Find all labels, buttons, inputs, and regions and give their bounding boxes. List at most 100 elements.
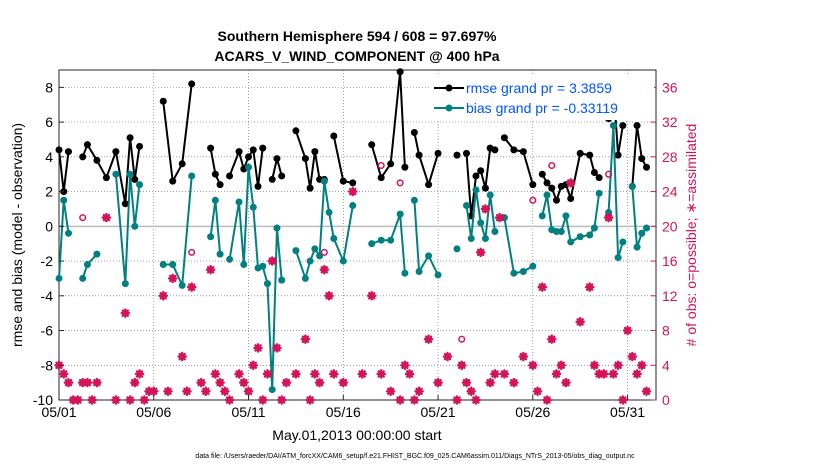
rmse-point bbox=[529, 181, 537, 189]
obs-asterisk-stroke bbox=[88, 396, 96, 404]
bias-point bbox=[169, 261, 177, 269]
obs-asterisk-stroke bbox=[112, 396, 120, 404]
x-tick-label: 05/01 bbox=[41, 404, 76, 420]
obs-assimilated-point bbox=[509, 377, 519, 388]
obs-assimilated-point bbox=[627, 351, 638, 362]
y2-axis-label: # of obs: o=possible; ∗=assimilated bbox=[683, 124, 699, 347]
obs-asterisk-stroke bbox=[562, 378, 570, 387]
rmse-point bbox=[301, 155, 309, 163]
bias-point bbox=[415, 267, 423, 275]
bias-point bbox=[216, 250, 224, 258]
obs-assimilated-point bbox=[400, 360, 410, 371]
obs-possible-point bbox=[396, 179, 404, 187]
y-tick-label: 8 bbox=[45, 79, 53, 95]
obs-assimilated-point bbox=[224, 395, 235, 405]
obs-asterisk-stroke bbox=[225, 396, 234, 404]
bias-point bbox=[211, 196, 219, 204]
y2-tick-label: 28 bbox=[662, 149, 678, 165]
obs-asterisk-stroke bbox=[249, 361, 257, 369]
rmse-point bbox=[112, 148, 120, 156]
bias-point bbox=[349, 201, 357, 209]
obs-asterisk-stroke bbox=[533, 387, 542, 396]
obs-asterisk-stroke bbox=[339, 378, 348, 387]
obs-assimilated-point bbox=[87, 395, 97, 405]
rmse-point bbox=[79, 153, 87, 161]
obs-asterisk-stroke bbox=[619, 396, 627, 404]
obs-assimilated-point bbox=[452, 395, 462, 405]
rmse-point bbox=[207, 144, 215, 152]
rmse-point bbox=[64, 148, 72, 156]
bias-point bbox=[240, 261, 248, 269]
bias-point bbox=[401, 269, 409, 277]
bias-point bbox=[207, 233, 215, 241]
obs-asterisk-stroke bbox=[64, 378, 73, 387]
obs-assimilated-point bbox=[63, 377, 74, 388]
obs-asterisk-stroke bbox=[187, 283, 196, 291]
obs-assimilated-point bbox=[366, 290, 377, 301]
obs-asterisk-stroke bbox=[325, 292, 333, 300]
obs-assimilated-point bbox=[613, 360, 623, 371]
obs-assimilated-point bbox=[622, 325, 633, 336]
obs-asterisk-stroke bbox=[315, 378, 324, 387]
obs-assimilated-point bbox=[248, 360, 259, 371]
obs-asterisk-stroke bbox=[240, 378, 248, 387]
obs-assimilated-point bbox=[220, 386, 230, 397]
bias-point bbox=[562, 212, 570, 220]
obs-asterisk-stroke bbox=[566, 179, 575, 187]
obs-asterisk-stroke bbox=[121, 309, 130, 317]
bias-point bbox=[112, 170, 120, 178]
obs-assimilated-point bbox=[528, 360, 538, 371]
legend-rmse-label: rmse grand pr = 3.3859 bbox=[466, 80, 612, 96]
rmse-point bbox=[268, 175, 276, 183]
obs-assimilated-point bbox=[177, 351, 187, 362]
rmse-point bbox=[349, 179, 357, 187]
obs-assimilated-point bbox=[291, 369, 301, 379]
obs-asterisk-stroke bbox=[358, 370, 366, 378]
obs-asterisk-stroke bbox=[320, 266, 329, 274]
rmse-point bbox=[292, 127, 300, 135]
rmse-point bbox=[638, 155, 646, 163]
bias-point bbox=[259, 262, 267, 270]
bias-point bbox=[538, 212, 546, 220]
y-tick-label: -10 bbox=[33, 392, 53, 408]
obs-assimilated-point bbox=[158, 290, 169, 301]
obs-asterisk-stroke bbox=[93, 378, 101, 387]
obs-asterisk-stroke bbox=[254, 344, 262, 352]
rmse-point bbox=[188, 80, 196, 88]
obs-assimilated-point bbox=[589, 360, 600, 371]
obs-assimilated-point bbox=[111, 395, 121, 405]
bias-point bbox=[491, 228, 499, 236]
rmse-point bbox=[415, 151, 423, 159]
rmse-point bbox=[55, 146, 63, 154]
obs-asterisk-stroke bbox=[476, 248, 485, 257]
obs-assimilated-point bbox=[310, 369, 320, 379]
bias-point bbox=[377, 236, 385, 244]
bias-point bbox=[586, 231, 594, 239]
obs-assimilated-point bbox=[262, 369, 273, 379]
obs-possible-point bbox=[458, 335, 466, 343]
bias-point bbox=[590, 224, 598, 232]
rmse-point bbox=[131, 175, 139, 183]
bias-point bbox=[121, 280, 129, 288]
obs-assimilated-point bbox=[267, 256, 278, 266]
y-axis-ticks: -10 -8 -6 -4 -2 0 2 4 6 8 bbox=[33, 79, 64, 408]
series-layer bbox=[55, 68, 651, 394]
bias-point bbox=[278, 276, 286, 284]
rmse-point bbox=[576, 149, 584, 157]
obs-assimilated-point bbox=[632, 369, 642, 379]
obs-asterisk-stroke bbox=[434, 378, 442, 387]
obs-asterisk-stroke bbox=[221, 387, 229, 396]
obs-asterisk-stroke bbox=[538, 283, 547, 291]
y2-tick-label: 36 bbox=[662, 79, 678, 95]
rmse-point bbox=[368, 141, 376, 149]
bias-point bbox=[453, 245, 461, 253]
obs-asterisk-stroke bbox=[557, 361, 565, 369]
rmse-point bbox=[619, 122, 627, 130]
obs-asterisk-stroke bbox=[164, 387, 172, 396]
x-tick-label: 05/11 bbox=[232, 404, 266, 420]
bias-point bbox=[557, 228, 565, 236]
obs-possible-point bbox=[605, 170, 613, 178]
obs-asterisk-stroke bbox=[405, 370, 414, 378]
obs-assimilated-point bbox=[314, 377, 325, 388]
obs-asterisk-stroke bbox=[552, 370, 561, 378]
